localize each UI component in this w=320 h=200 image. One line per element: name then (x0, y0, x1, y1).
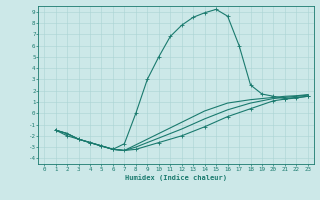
X-axis label: Humidex (Indice chaleur): Humidex (Indice chaleur) (125, 174, 227, 181)
